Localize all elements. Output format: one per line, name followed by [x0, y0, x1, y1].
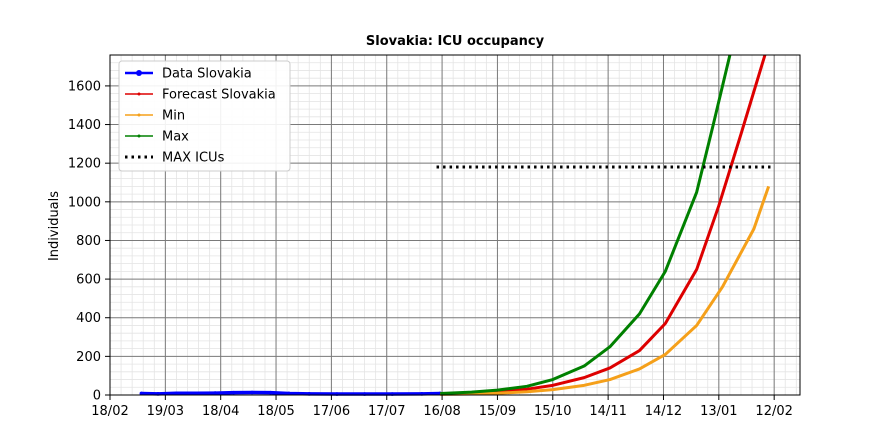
- legend-label: Data Slovakia: [162, 67, 252, 82]
- y-tick-label: 600: [76, 273, 101, 288]
- axes: 18/02 19/03 18/04 18/05 17/06 17/07 16/08 15/09…: [68, 79, 793, 419]
- legend-marker: [137, 134, 141, 138]
- data-point: [213, 391, 217, 395]
- legend-label: Max: [162, 130, 189, 145]
- series-2: [440, 185, 771, 396]
- series-line: [440, 185, 771, 396]
- legend-box: [118, 60, 291, 172]
- legend-label: Forecast Slovakia: [162, 88, 276, 103]
- data-point: [287, 391, 291, 396]
- legend-marker: [137, 113, 141, 117]
- data-point: [174, 391, 179, 396]
- plot-frame: [109, 54, 801, 396]
- chart-title: Slovakia: ICU occupancy: [366, 34, 545, 49]
- legend: Data Slovakia Forecast Slovakia Min Max MAX …: [118, 60, 291, 172]
- x-tick-label: 12/02: [755, 404, 792, 419]
- y-axis-label: Individuals: [47, 191, 62, 261]
- series-0: [139, 390, 443, 396]
- legend-entry: Max: [125, 130, 189, 145]
- x-tick-label: 16/08: [423, 404, 460, 419]
- data-point: [231, 390, 236, 395]
- legend-marker: [136, 70, 142, 76]
- x-tick-label: 18/04: [202, 404, 239, 419]
- data-point: [268, 390, 273, 395]
- y-tick-label: 1600: [68, 79, 101, 94]
- legend-label: MAX ICUs: [162, 151, 225, 166]
- legend-entry: Forecast Slovakia: [125, 88, 276, 103]
- y-tick-label: 1400: [68, 118, 101, 133]
- legend-label: Min: [162, 109, 185, 124]
- y-tick-label: 1200: [68, 157, 101, 172]
- legend-marker: [137, 92, 141, 96]
- series-3: [440, 54, 732, 395]
- x-tick-label: 17/07: [368, 404, 405, 419]
- x-tick-label: 14/12: [645, 404, 682, 419]
- series-line: [440, 54, 732, 395]
- plot-series: [139, 54, 771, 396]
- x-tick-label: 15/09: [479, 404, 516, 419]
- x-tick-label: 17/06: [313, 404, 350, 419]
- series-line: [141, 390, 441, 396]
- data-point: [250, 390, 254, 395]
- legend-entry: Min: [125, 109, 185, 124]
- y-tick-label: 400: [76, 311, 101, 326]
- legend-entry: MAX ICUs: [125, 151, 225, 166]
- legend-entry: Data Slovakia: [125, 67, 252, 82]
- data-point: [139, 391, 144, 396]
- x-tick-label: 13/01: [700, 404, 737, 419]
- y-tick-label: 800: [76, 234, 101, 249]
- y-tick-label: 200: [76, 350, 101, 365]
- data-point: [194, 391, 199, 396]
- x-tick-label: 18/02: [91, 404, 128, 419]
- x-tick-label: 15/10: [534, 404, 571, 419]
- y-tick-label: 0: [93, 389, 101, 404]
- y-tick-label: 1000: [68, 195, 101, 210]
- x-tick-label: 18/05: [257, 404, 294, 419]
- x-tick-label: 19/03: [147, 404, 184, 419]
- x-tick-label: 14/11: [589, 404, 626, 419]
